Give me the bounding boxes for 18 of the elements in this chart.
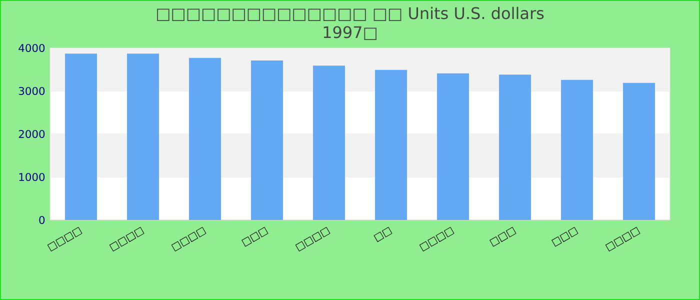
bar [251, 60, 283, 220]
y-tick-label: 0 [39, 216, 45, 224]
y-tick-label: 2000 [18, 130, 45, 138]
bar [375, 70, 407, 220]
y-tick-label: 4000 [18, 44, 45, 52]
bar [499, 74, 532, 220]
chart-subtitle: 1997□ [324, 26, 376, 40]
bar [65, 54, 98, 220]
y-tick-label: 1000 [19, 172, 45, 182]
bar [189, 58, 221, 220]
bar [127, 54, 159, 220]
chart-title: □□□□□□□□□□□□□□ □□ Units U.S. dollars [157, 6, 544, 21]
bar [623, 82, 656, 220]
bar [437, 73, 469, 220]
bar [561, 80, 593, 220]
y-tick-label: 3000 [18, 86, 45, 96]
bar [313, 66, 345, 220]
x-tick-label: □□ [374, 226, 392, 242]
